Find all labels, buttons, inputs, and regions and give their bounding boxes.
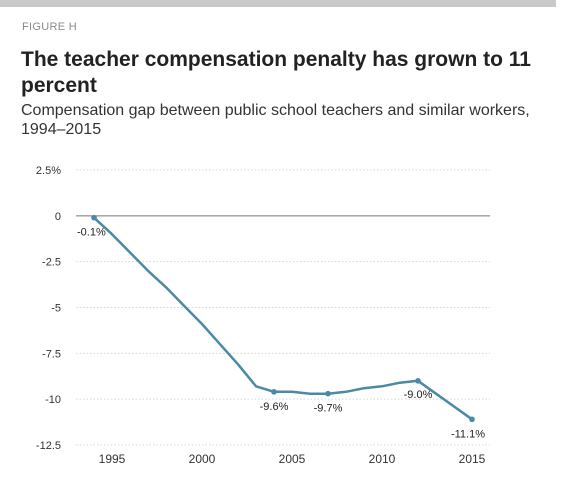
data-point xyxy=(91,214,97,221)
data-label-layer: -0.1% -9.6% -9.7% -9.0% -11.1% xyxy=(77,227,485,441)
data-point xyxy=(271,389,277,395)
chart-title: The teacher compensation penalty has gro… xyxy=(21,48,531,97)
y-tick-label: -2.5 xyxy=(42,257,61,269)
y-tick-label: 0 xyxy=(55,211,61,223)
x-tick-label: 2010 xyxy=(369,452,396,466)
y-tick-label: 2.5% xyxy=(36,165,61,177)
top-accent-bar xyxy=(0,0,556,7)
data-label: -9.6% xyxy=(260,401,289,413)
y-tick-label: -12.5 xyxy=(36,440,61,452)
data-label: -0.1% xyxy=(77,227,106,239)
grid-layer xyxy=(76,169,490,446)
series-line xyxy=(92,216,474,421)
y-tick-label: -10 xyxy=(45,394,61,406)
figure-label: FIGURE H xyxy=(22,21,77,33)
chart-subtitle: Compensation gap between public school t… xyxy=(21,102,530,138)
data-label: -9.7% xyxy=(314,403,343,415)
axis-layer: 2.5% 0 -2.5 -5 -7.5 -10 -12.5 1995 2000 2005 2010 2… xyxy=(36,165,486,466)
x-tick-label: 2015 xyxy=(459,452,486,466)
y-tick-label: -5 xyxy=(51,303,61,315)
x-tick-label: 2005 xyxy=(279,452,306,466)
data-point xyxy=(469,416,475,423)
data-label: -11.1% xyxy=(451,428,485,440)
data-point xyxy=(415,378,421,384)
series-layer xyxy=(91,214,475,423)
x-tick-label: 2000 xyxy=(189,452,216,466)
data-point xyxy=(325,390,331,397)
x-tick-label: 1995 xyxy=(99,452,126,466)
y-tick-label: -7.5 xyxy=(42,348,61,360)
data-label: -9.0% xyxy=(404,389,433,401)
